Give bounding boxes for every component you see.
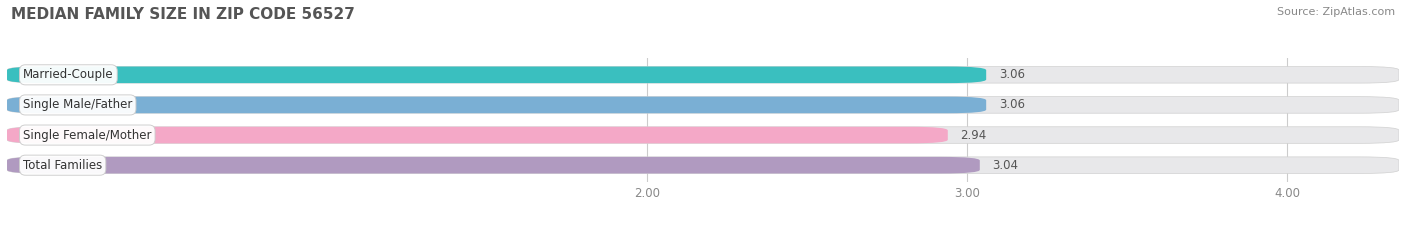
- Text: Source: ZipAtlas.com: Source: ZipAtlas.com: [1277, 7, 1395, 17]
- FancyBboxPatch shape: [7, 97, 1399, 113]
- FancyBboxPatch shape: [7, 67, 986, 83]
- Text: 2.94: 2.94: [960, 129, 987, 142]
- Text: MEDIAN FAMILY SIZE IN ZIP CODE 56527: MEDIAN FAMILY SIZE IN ZIP CODE 56527: [11, 7, 356, 22]
- Text: Married-Couple: Married-Couple: [22, 68, 114, 81]
- Text: Single Female/Mother: Single Female/Mother: [22, 129, 152, 142]
- Text: 3.06: 3.06: [1000, 68, 1025, 81]
- FancyBboxPatch shape: [7, 97, 986, 113]
- Text: 3.06: 3.06: [1000, 98, 1025, 111]
- FancyBboxPatch shape: [7, 127, 1399, 143]
- Text: Total Families: Total Families: [22, 159, 103, 172]
- FancyBboxPatch shape: [7, 157, 1399, 173]
- FancyBboxPatch shape: [7, 67, 1399, 83]
- Text: 3.04: 3.04: [993, 159, 1018, 172]
- FancyBboxPatch shape: [7, 157, 980, 173]
- FancyBboxPatch shape: [7, 127, 948, 143]
- Text: Single Male/Father: Single Male/Father: [22, 98, 132, 111]
